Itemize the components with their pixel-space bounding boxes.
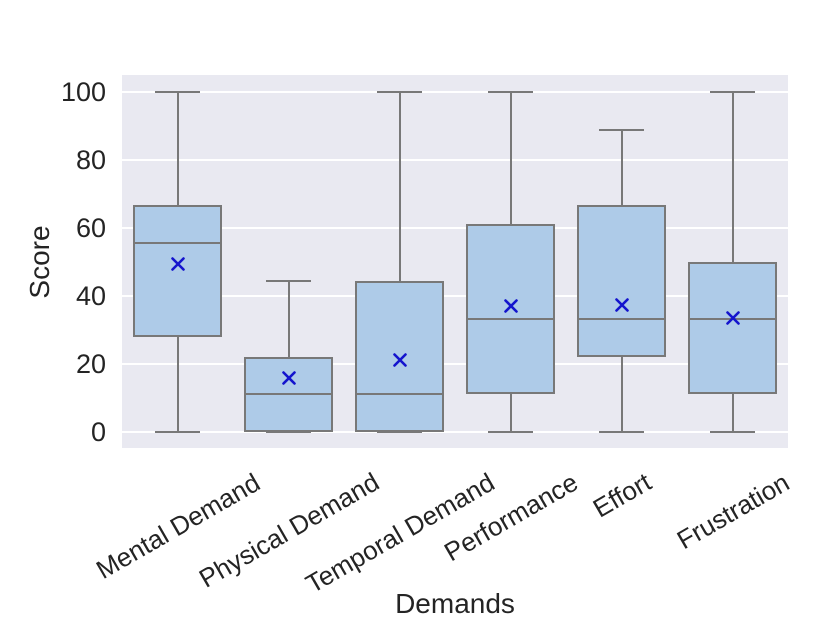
box-performance <box>466 224 555 395</box>
whisker-cap-low-performance <box>488 431 533 433</box>
x-axis-title: Demands <box>395 588 515 619</box>
whisker-cap-high-temporal-demand <box>377 91 422 93</box>
y-tick-label: 60 <box>75 213 106 243</box>
whisker-cap-high-physical-demand <box>266 280 311 283</box>
gridline-60 <box>122 227 788 229</box>
mean-marker-physical-demand <box>281 371 296 385</box>
whisker-cap-low-effort <box>599 431 644 433</box>
plot-area <box>122 75 788 448</box>
whisker-cap-low-temporal-demand <box>377 431 422 433</box>
median-physical-demand <box>244 393 333 396</box>
box-frustration <box>688 262 777 395</box>
gridline-100 <box>122 91 788 93</box>
whisker-physical-demand <box>287 281 290 432</box>
mean-marker-effort <box>614 298 629 312</box>
y-tick-label: 40 <box>75 281 106 311</box>
mean-marker-mental-demand <box>170 257 185 272</box>
box-temporal-demand <box>355 281 444 432</box>
median-effort <box>577 317 666 320</box>
gridline-0 <box>122 431 788 433</box>
median-temporal-demand <box>355 393 444 396</box>
y-tick-label: 100 <box>60 77 106 107</box>
y-tick-label: 80 <box>75 145 106 175</box>
whisker-cap-high-effort <box>599 128 644 131</box>
whisker-temporal-demand <box>398 92 401 432</box>
x-tick-label-effort: Effort <box>587 466 656 524</box>
gridline-20 <box>122 363 788 365</box>
y-tick-label: 20 <box>75 349 106 379</box>
gridline-40 <box>122 295 788 297</box>
whisker-cap-high-mental-demand <box>155 91 200 93</box>
mean-marker-frustration <box>725 311 740 325</box>
x-tick-label-frustration: Frustration <box>671 466 794 555</box>
gridline-80 <box>122 159 788 161</box>
y-tick-label: 0 <box>90 417 106 447</box>
box-effort <box>577 205 666 357</box>
whisker-cap-low-frustration <box>710 431 755 433</box>
whisker-cap-low-mental-demand <box>155 431 200 433</box>
whisker-cap-low-physical-demand <box>266 431 311 433</box>
median-mental-demand <box>133 241 222 244</box>
whisker-cap-high-performance <box>488 91 533 93</box>
mean-marker-performance <box>503 299 518 313</box>
mean-marker-temporal-demand <box>392 353 407 367</box>
box-mental-demand <box>133 205 222 338</box>
whisker-cap-high-frustration <box>710 91 755 93</box>
median-performance <box>466 317 555 320</box>
